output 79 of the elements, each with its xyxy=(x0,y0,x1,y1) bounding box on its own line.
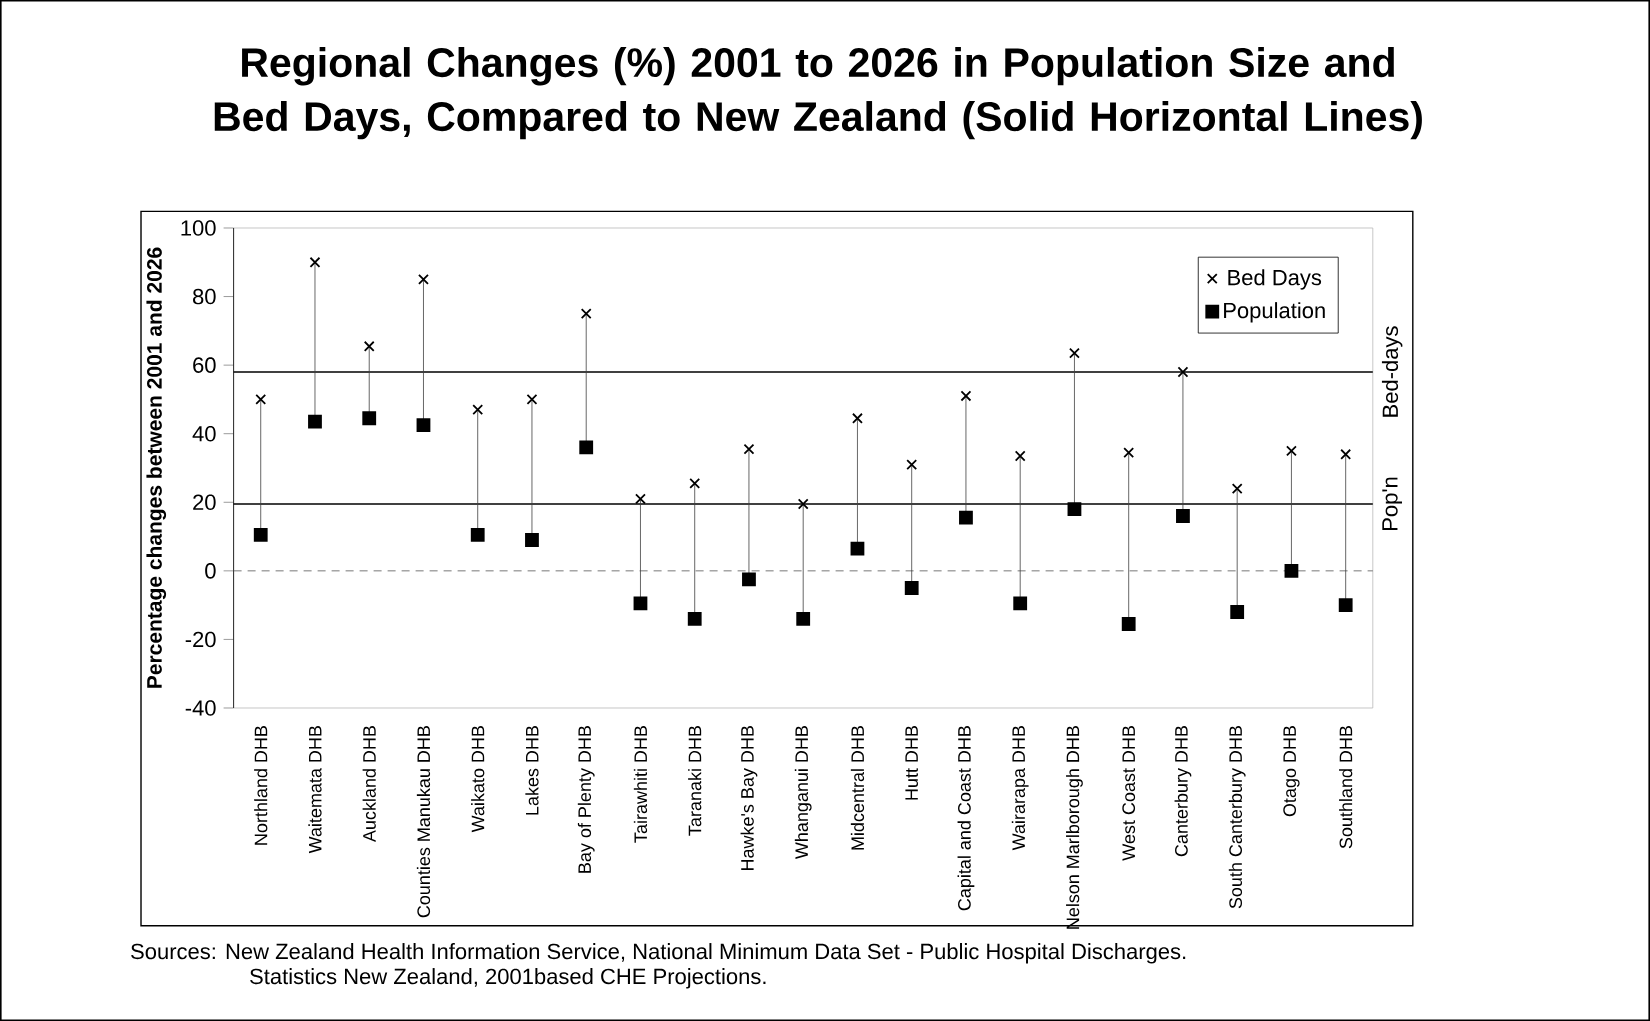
x-tick-label: Canterbury DHB xyxy=(1174,726,1192,857)
point xyxy=(526,393,538,405)
point xyxy=(1338,598,1353,613)
point xyxy=(1123,447,1135,458)
point xyxy=(1014,450,1026,462)
point xyxy=(525,533,539,547)
ref-line-label: Bed-days xyxy=(1381,326,1403,417)
point xyxy=(1230,605,1245,619)
x-tick-label: Wairarapa DHB xyxy=(1011,726,1029,851)
point xyxy=(1121,617,1136,631)
point xyxy=(472,404,484,416)
point xyxy=(904,581,919,595)
point xyxy=(579,440,594,455)
point xyxy=(852,412,863,424)
point xyxy=(1067,502,1082,517)
text: Statistics New Zealand, 2001based CHE Projections. xyxy=(250,968,766,989)
x-tick-label: Nelson Marlborough DHB xyxy=(1066,726,1083,929)
point xyxy=(797,498,809,510)
x-tick-label: Auckland DHB xyxy=(362,726,376,843)
point xyxy=(362,411,377,426)
point xyxy=(580,308,592,320)
x-tick-label: Southland DHB xyxy=(1339,726,1353,849)
point xyxy=(743,443,755,455)
point xyxy=(1176,509,1190,523)
x-tick-label: Otago DHB xyxy=(1283,726,1300,817)
point xyxy=(1013,596,1028,611)
point xyxy=(363,340,375,352)
point xyxy=(418,273,429,285)
point xyxy=(253,527,268,542)
point xyxy=(796,611,811,626)
point xyxy=(1069,347,1080,359)
y-axis-title: Percentage changes between 2001 and 2026 xyxy=(146,247,167,688)
point xyxy=(309,256,321,268)
x-tick-label: Northland DHB xyxy=(254,726,268,845)
point xyxy=(960,390,972,402)
x-tick-label: Taranaki DHB xyxy=(688,726,702,836)
point xyxy=(1284,563,1299,578)
y-tick-label: 80 xyxy=(193,288,216,305)
x-tick-label: Midcentral DHB xyxy=(850,726,865,850)
point xyxy=(416,418,431,433)
x-tick-label: Tairawhiti DHB xyxy=(633,726,648,843)
x-tick-label: Whanganui DHB xyxy=(794,726,812,860)
y-tick-label: -40 xyxy=(185,700,216,716)
x-tick-label: Waikato DHB xyxy=(471,726,485,833)
x-tick-label: Lakes DHB xyxy=(525,726,539,815)
x-tick-label: Waitemata DHB xyxy=(308,726,322,854)
point xyxy=(850,541,865,556)
point xyxy=(633,596,648,611)
x-tick-label: West Coast DHB xyxy=(1122,726,1136,861)
point xyxy=(1340,448,1352,460)
y-tick-label: 40 xyxy=(192,425,216,442)
source-note: Sources: New Zealand Health Information Service, National Minimum Data Set - Public Hospital Discharges. xyxy=(131,943,1186,964)
x-tick-label: Counties Manukau DHB xyxy=(416,726,431,918)
point xyxy=(470,527,485,542)
point xyxy=(906,459,918,470)
point xyxy=(635,493,646,505)
chart-title: Regional Changes (%) 2001 to 2026 in Population Size and Bed Days, Compared to New Zealand (Solid Horizontal Lines) xyxy=(214,47,1422,140)
y-tick-label: 100 xyxy=(181,220,216,236)
legend-label: Population xyxy=(1224,302,1325,323)
point xyxy=(959,510,973,525)
point xyxy=(742,572,756,587)
point xyxy=(308,414,322,429)
x-tick-label: Hawke's Bay DHB xyxy=(740,726,758,871)
point xyxy=(1231,483,1243,494)
y-tick-label: 0 xyxy=(205,563,216,579)
x-tick-label: Bay of Plenty DHB xyxy=(577,726,595,873)
point xyxy=(1286,445,1297,457)
legend-label: Bed Days xyxy=(1228,269,1322,290)
point xyxy=(1177,366,1189,378)
point xyxy=(689,477,701,489)
x-tick-label: South Canterbury DHB xyxy=(1228,726,1246,909)
x-tick-label: Hutt DHB xyxy=(905,726,918,800)
point xyxy=(687,611,702,626)
y-tick-label: -20 xyxy=(185,631,216,648)
point xyxy=(255,393,267,405)
x-tick-label: Capital and Coast DHB xyxy=(957,726,975,911)
ref-line-label: Pop'n xyxy=(1382,477,1402,530)
y-tick-label: 60 xyxy=(193,357,216,373)
y-tick-label: 20 xyxy=(193,494,216,511)
